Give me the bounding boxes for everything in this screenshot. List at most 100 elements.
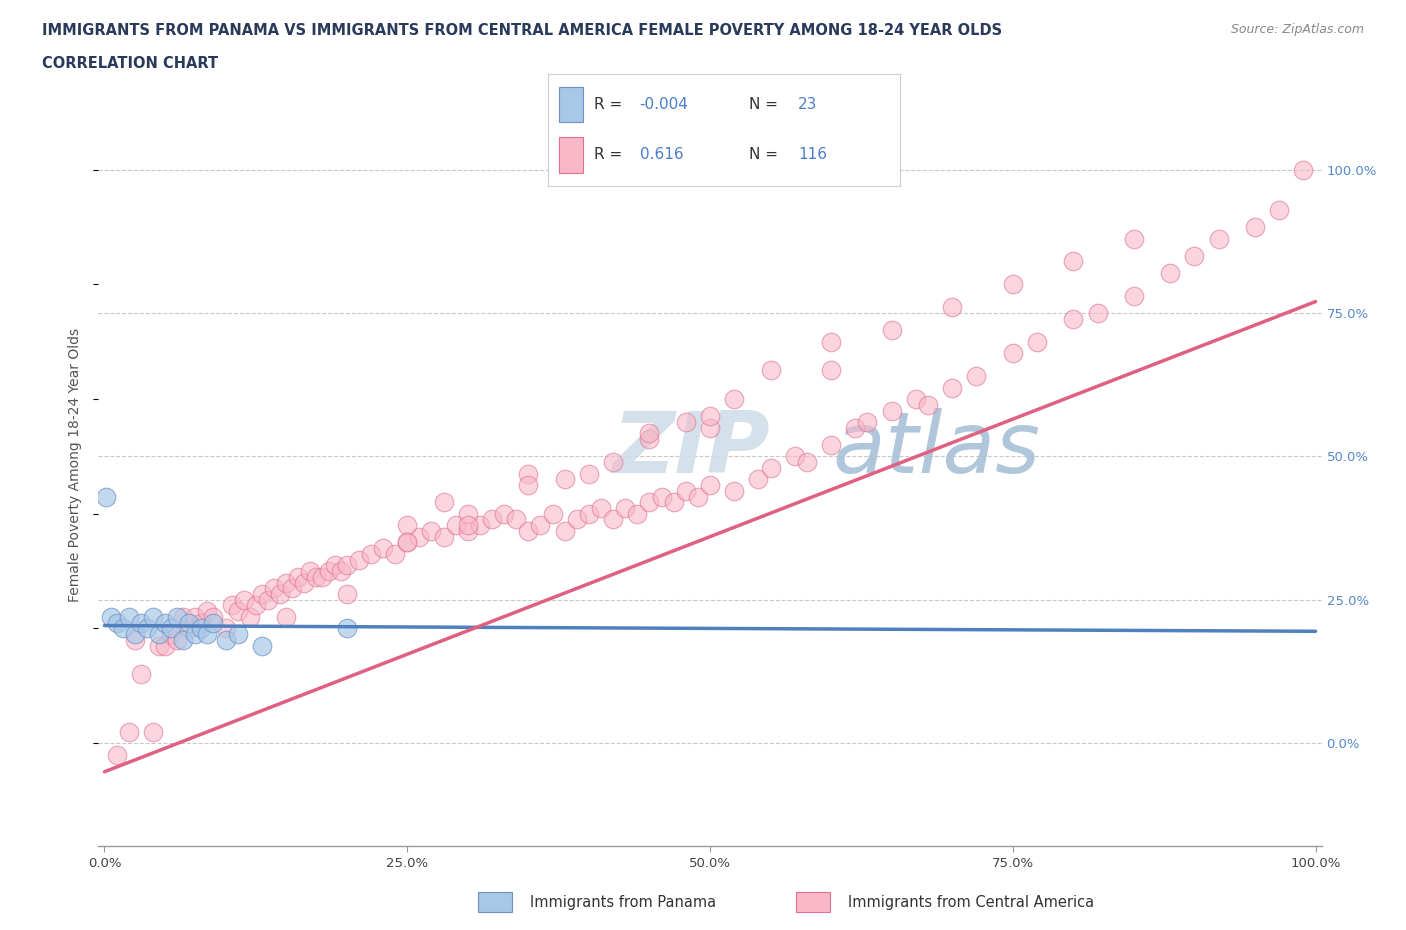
Point	[160, 627, 183, 642]
Bar	[560, 86, 583, 123]
Point	[184, 627, 207, 642]
Point	[904, 392, 927, 406]
Point	[226, 604, 249, 618]
Text: ZIP: ZIP	[612, 408, 770, 491]
Text: IMMIGRANTS FROM PANAMA VS IMMIGRANTS FROM CENTRAL AMERICA FEMALE POVERTY AMONG 1: IMMIGRANTS FROM PANAMA VS IMMIGRANTS FRO…	[42, 23, 1002, 38]
Point	[783, 449, 806, 464]
Text: 0.616: 0.616	[640, 147, 683, 162]
Point	[135, 621, 157, 636]
Point	[160, 621, 183, 636]
Point	[457, 518, 479, 533]
Point	[420, 524, 443, 538]
Point	[118, 724, 141, 739]
Point	[662, 495, 685, 510]
Point	[759, 460, 782, 475]
Point	[299, 564, 322, 578]
Point	[179, 616, 201, 631]
Point	[129, 667, 152, 682]
Point	[153, 638, 176, 653]
Text: CORRELATION CHART: CORRELATION CHART	[42, 56, 218, 71]
Point	[589, 500, 612, 515]
Point	[578, 466, 600, 481]
Point	[1026, 334, 1049, 349]
Point	[245, 598, 267, 613]
Point	[250, 587, 273, 602]
Point	[384, 547, 406, 562]
Point	[844, 420, 866, 435]
Point	[396, 518, 419, 533]
Point	[329, 564, 352, 578]
Text: R =: R =	[595, 97, 627, 112]
Point	[529, 518, 551, 533]
Point	[179, 621, 201, 636]
Point	[323, 558, 346, 573]
Point	[1001, 346, 1024, 361]
Point	[239, 609, 262, 624]
Point	[820, 334, 842, 349]
Point	[318, 564, 340, 578]
Point	[1208, 231, 1230, 246]
Point	[142, 609, 165, 624]
Point	[172, 609, 194, 624]
Text: N =: N =	[749, 97, 783, 112]
Point	[638, 432, 661, 446]
Text: atlas: atlas	[832, 408, 1040, 491]
Point	[602, 455, 624, 470]
Point	[124, 627, 146, 642]
Point	[408, 529, 430, 544]
Point	[148, 638, 170, 653]
Text: R =: R =	[595, 147, 627, 162]
Point	[651, 489, 673, 504]
Point	[638, 495, 661, 510]
Point	[214, 632, 236, 647]
Point	[197, 604, 219, 618]
Point	[759, 363, 782, 378]
Text: 116: 116	[799, 147, 827, 162]
Point	[699, 420, 721, 435]
Point	[124, 632, 146, 647]
Point	[856, 415, 879, 430]
Point	[221, 598, 243, 613]
Point	[481, 512, 503, 527]
Point	[184, 609, 207, 624]
Point	[292, 575, 315, 590]
Point	[699, 478, 721, 493]
Point	[250, 638, 273, 653]
Point	[276, 609, 298, 624]
Point	[941, 380, 963, 395]
Bar	[560, 137, 583, 173]
Point	[554, 524, 576, 538]
Point	[263, 581, 285, 596]
Point	[554, 472, 576, 486]
Point	[226, 627, 249, 642]
Point	[281, 581, 304, 596]
Point	[457, 524, 479, 538]
Point	[457, 506, 479, 521]
Point	[880, 403, 903, 418]
Point	[232, 592, 254, 607]
Point	[517, 466, 540, 481]
Point	[336, 587, 359, 602]
Point	[336, 621, 359, 636]
Bar	[478, 893, 512, 911]
Point	[1292, 162, 1315, 177]
Point	[1062, 312, 1084, 326]
Point	[166, 632, 188, 647]
Point	[190, 621, 212, 636]
Point	[172, 632, 194, 647]
Point	[517, 478, 540, 493]
Point	[820, 437, 842, 452]
Point	[287, 569, 309, 584]
Point	[432, 495, 454, 510]
Point	[111, 621, 134, 636]
Point	[638, 426, 661, 441]
Point	[565, 512, 588, 527]
Point	[1087, 306, 1109, 321]
Point	[1122, 288, 1144, 303]
Point	[105, 747, 128, 762]
Point	[100, 609, 122, 624]
Point	[1244, 219, 1267, 234]
Point	[626, 506, 648, 521]
Point	[1062, 254, 1084, 269]
Y-axis label: Female Poverty Among 18-24 Year Olds: Female Poverty Among 18-24 Year Olds	[69, 328, 83, 602]
